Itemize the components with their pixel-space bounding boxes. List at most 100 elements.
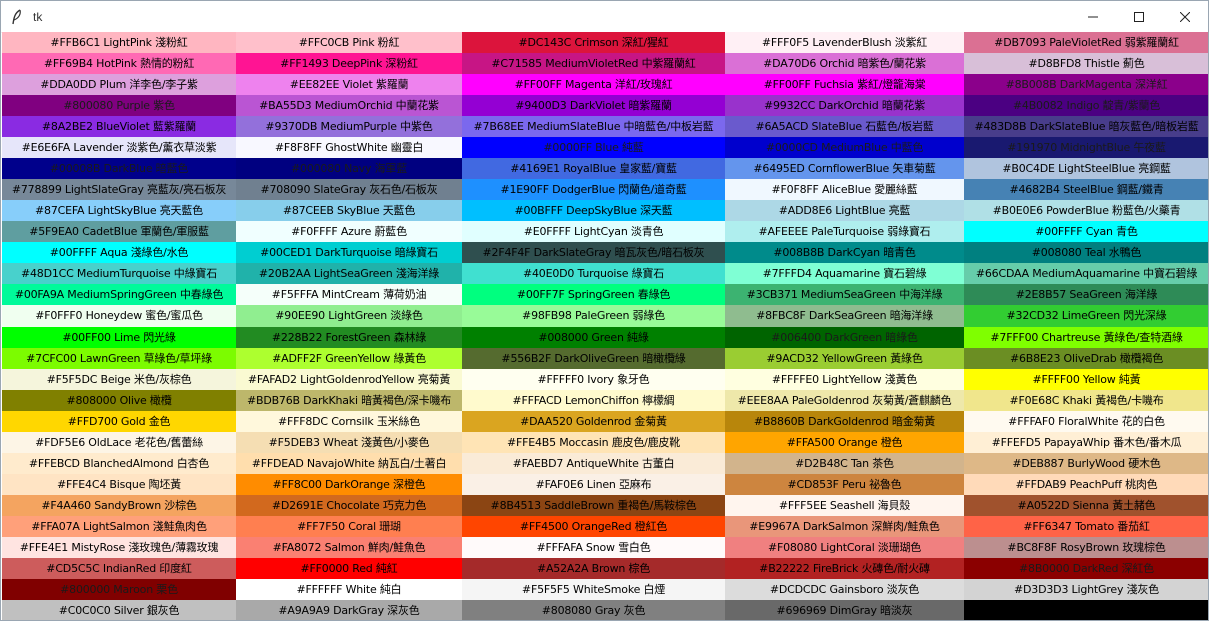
close-icon[interactable] — [1162, 1, 1208, 32]
color-swatch-label: #008080 Teal 水鴨色 — [964, 242, 1208, 264]
color-swatch-label: #AFEEEE PaleTurquoise 弱綠寶石 — [725, 221, 964, 243]
color-swatch-label: #FFE4E1 MistyRose 淺玫瑰色/薄霧玫瑰 — [2, 536, 236, 558]
color-swatch-label: #CD5C5C IndianRed 印度紅 — [2, 557, 236, 579]
color-swatch-label: #0000CD MediumBlue 中藍色 — [725, 137, 964, 159]
color-swatch-label: #FDF5E6 OldLace 老花色/舊蕾絲 — [2, 431, 236, 453]
color-swatch-label: #FFFF00 Yellow 純黃 — [964, 368, 1208, 390]
color-swatch-label: #F8F8FF GhostWhite 幽靈白 — [236, 137, 462, 159]
color-swatch-label: #00FFFF Cyan 青色 — [964, 221, 1208, 243]
color-swatch-label: #FFC0CB Pink 粉紅 — [236, 32, 462, 54]
color-swatch-label: #DAA520 Goldenrod 金菊黃 — [462, 410, 725, 432]
color-swatch-label: #BA55D3 MediumOrchid 中蘭花紫 — [236, 95, 462, 117]
color-swatch-label: #6B8E23 OliveDrab 橄欖褐色 — [964, 347, 1208, 369]
color-swatch-label: #D8BFD8 Thistle 薊色 — [964, 53, 1208, 75]
color-swatch-label: #0000FF Blue 純藍 — [462, 137, 725, 159]
color-swatch-label: #BDB76B DarkKhaki 暗黃褐色/深卡嘰布 — [236, 389, 462, 411]
color-swatch-label: #FF00FF Magenta 洋紅/玫瑰紅 — [462, 74, 725, 96]
color-swatch-label: #EEE8AA PaleGoldenrod 灰菊黃/蒼麒麟色 — [725, 389, 964, 411]
color-swatch-label: #FFF5EE Seashell 海貝殼 — [725, 494, 964, 516]
color-swatch-label: #FF6347 Tomato 番茄紅 — [964, 515, 1208, 537]
color-swatch-label: #FFFAF0 FloralWhite 花的白色 — [964, 410, 1208, 432]
color-swatch-label: #2E8B57 SeaGreen 海洋綠 — [964, 284, 1208, 306]
color-swatch-label: #F08080 LightCoral 淡珊瑚色 — [725, 536, 964, 558]
color-swatch-label: #00FFFF Aqua 淺綠色/水色 — [2, 242, 236, 264]
color-swatch-label: #FFFFFF White 純白 — [236, 578, 462, 600]
color-swatch-label: #008000 Green 純綠 — [462, 326, 725, 348]
color-swatch-label: #B0C4DE LightSteelBlue 亮鋼藍 — [964, 158, 1208, 180]
color-swatch-label: #40E0D0 Turquoise 綠寶石 — [462, 263, 725, 285]
color-swatch-label: #FAF0E6 Linen 亞麻布 — [462, 473, 725, 495]
title-bar[interactable]: tk — [1, 1, 1208, 33]
color-swatch-label: #32CD32 LimeGreen 閃光深綠 — [964, 305, 1208, 327]
color-swatch-label: #FFDAB9 PeachPuff 桃肉色 — [964, 473, 1208, 495]
color-swatch-label: #FFE4B5 Moccasin 鹿皮色/鹿皮靴 — [462, 431, 725, 453]
color-swatch-label: #F0FFFF Azure 蔚藍色 — [236, 221, 462, 243]
color-swatch-label: #00BFFF DeepSkyBlue 深天藍 — [462, 200, 725, 222]
color-swatch-label: #FF69B4 HotPink 熱情的粉紅 — [2, 53, 236, 75]
color-swatch-label: #3CB371 MediumSeaGreen 中海洋綠 — [725, 284, 964, 306]
color-swatch-label: #FA8072 Salmon 鮮肉/鮭魚色 — [236, 536, 462, 558]
color-swatch-label: #FFFFE0 LightYellow 淺黃色 — [725, 368, 964, 390]
color-swatch-label: #FF8C00 DarkOrange 深橙色 — [236, 473, 462, 495]
color-swatch-label: #000080 Navy 海軍藍 — [236, 158, 462, 180]
color-swatch-label: #E9967A DarkSalmon 深鮮肉/鮭魚色 — [725, 515, 964, 537]
color-swatch-label: #F0E68C Khaki 黃褐色/卡嘰布 — [964, 389, 1208, 411]
color-swatch-label: #FAFAD2 LightGoldenrodYellow 亮菊黃 — [236, 368, 462, 390]
color-swatch-label: #2F4F4F DarkSlateGray 暗瓦灰色/暗石板灰 — [462, 242, 725, 264]
minimize-icon[interactable] — [1070, 1, 1116, 32]
color-swatch-label: #708090 SlateGray 灰石色/石板灰 — [236, 179, 462, 201]
color-swatch-label: #FFFACD LemonChiffon 檸檬綢 — [462, 389, 725, 411]
color-swatch-label: #808080 Gray 灰色 — [462, 599, 725, 620]
feather-icon — [9, 8, 25, 25]
window-title: tk — [33, 9, 43, 24]
color-swatch-label: #98FB98 PaleGreen 弱綠色 — [462, 305, 725, 327]
color-swatch-label: #DA70D6 Orchid 暗紫色/蘭花紫 — [725, 53, 964, 75]
color-swatch-label: #FF4500 OrangeRed 橙紅色 — [462, 515, 725, 537]
color-swatch-grid: #FFB6C1 LightPink 淺粉紅 #FFC0CB Pink 粉紅 #DC1… — [2, 32, 1208, 620]
color-swatch-label: #4682B4 SteelBlue 鋼藍/鐵青 — [964, 179, 1208, 201]
color-swatch-label: #DB7093 PaleVioletRed 弱紫羅蘭紅 — [964, 32, 1208, 54]
color-swatch-label: #E6E6FA Lavender 淡紫色/薰衣草淡紫 — [2, 137, 236, 159]
color-swatch-label: #FFA500 Orange 橙色 — [725, 431, 964, 453]
color-swatch-label: #F4A460 SandyBrown 沙棕色 — [2, 494, 236, 516]
color-swatch-label: #6A5ACD SlateBlue 石藍色/板岩藍 — [725, 116, 964, 138]
color-swatch-label: #5F9EA0 CadetBlue 軍蘭色/軍服藍 — [2, 221, 236, 243]
color-swatch-label: #20B2AA LightSeaGreen 淺海洋綠 — [236, 263, 462, 285]
color-swatch-label: #B8860B DarkGoldenrod 暗金菊黃 — [725, 410, 964, 432]
color-swatch-label: #FFEFD5 PapayaWhip 番木色/番木瓜 — [964, 431, 1208, 453]
color-swatch-label: #9ACD32 YellowGreen 黃綠色 — [725, 347, 964, 369]
color-swatch-label: #DDA0DD Plum 洋李色/李子紫 — [2, 74, 236, 96]
color-swatch-label: #D3D3D3 LightGrey 淺灰色 — [964, 578, 1208, 600]
color-swatch-label: #A52A2A Brown 棕色 — [462, 557, 725, 579]
color-swatch-label: #CD853F Peru 祕魯色 — [725, 473, 964, 495]
color-swatch-label: #B0E0E6 PowderBlue 粉藍色/火藥青 — [964, 200, 1208, 222]
color-swatch-label: #48D1CC MediumTurquoise 中綠寶石 — [2, 263, 236, 285]
color-swatch-label: #778899 LightSlateGray 亮藍灰/亮石板灰 — [2, 179, 236, 201]
color-swatch-label: #F5F5DC Beige 米色/灰棕色 — [2, 368, 236, 390]
color-swatch-label: #FFF0F5 LavenderBlush 淡紫紅 — [725, 32, 964, 54]
color-swatch-label: #9400D3 DarkViolet 暗紫羅蘭 — [462, 95, 725, 117]
color-swatch-label: #BC8F8F RosyBrown 玫瑰棕色 — [964, 536, 1208, 558]
color-swatch-label: #556B2F DarkOliveGreen 暗橄欖綠 — [462, 347, 725, 369]
color-swatch-label: #C71585 MediumVioletRed 中紫羅蘭紅 — [462, 53, 725, 75]
color-swatch-label: #191970 MidnightBlue 午夜藍 — [964, 137, 1208, 159]
color-swatch-label: #FFE4C4 Bisque 陶坯黃 — [2, 473, 236, 495]
color-swatch-label: #90EE90 LightGreen 淡綠色 — [236, 305, 462, 327]
color-swatch-label: #E0FFFF LightCyan 淡青色 — [462, 221, 725, 243]
color-swatch-label: #9370DB MediumPurple 中紫色 — [236, 116, 462, 138]
color-swatch-label: #FFB6C1 LightPink 淺粉紅 — [2, 32, 236, 54]
color-swatch-label: #ADD8E6 LightBlue 亮藍 — [725, 200, 964, 222]
color-swatch-label: #F0FFF0 Honeydew 蜜色/蜜瓜色 — [2, 305, 236, 327]
color-swatch-label: #D2691E Chocolate 巧克力色 — [236, 494, 462, 516]
color-swatch-label: #800000 Maroon 栗色 — [2, 578, 236, 600]
color-swatch-label: #7CFC00 LawnGreen 草綠色/草坪綠 — [2, 347, 236, 369]
color-swatch-label: #FF7F50 Coral 珊瑚 — [236, 515, 462, 537]
maximize-icon[interactable] — [1116, 1, 1162, 32]
color-swatch-label: #DEB887 BurlyWood 硬木色 — [964, 452, 1208, 474]
color-swatch-label: #C0C0C0 Silver 銀灰色 — [2, 599, 236, 620]
color-swatch-label: #7B68EE MediumSlateBlue 中暗藍色/中板岩藍 — [462, 116, 725, 138]
color-swatch-label: #B22222 FireBrick 火磚色/耐火磚 — [725, 557, 964, 579]
color-swatch-label: #7FFF00 Chartreuse 黃綠色/查特酒綠 — [964, 326, 1208, 348]
color-swatch-label: #808000 Olive 橄欖 — [2, 389, 236, 411]
